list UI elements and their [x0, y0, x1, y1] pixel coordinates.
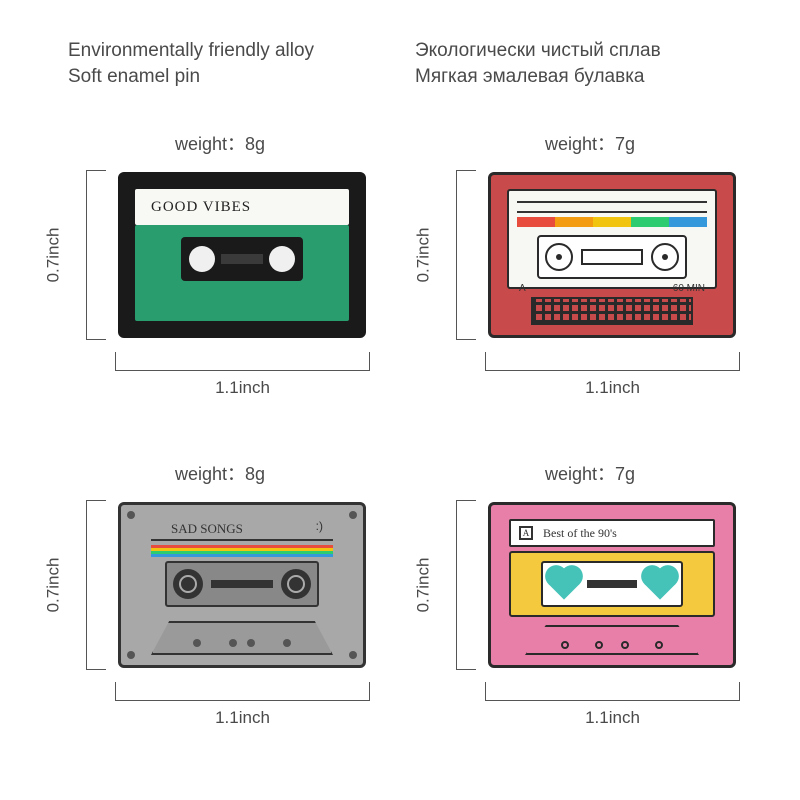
hole-icon [193, 639, 201, 647]
cassette-label: A Best of the 90's [509, 519, 715, 547]
tape-window [165, 561, 319, 607]
weight-label: weight：8g [30, 460, 410, 486]
header-left-line1: Environmentally friendly alloy [68, 38, 314, 64]
hole-icon [247, 639, 255, 647]
width-value: 1.1inch [485, 378, 740, 398]
height-value: 0.7inch [413, 228, 433, 283]
hole-icon [655, 641, 663, 649]
reel-icon [189, 246, 215, 272]
duration-label: 60 MIN [673, 283, 705, 294]
cassette-panel [509, 551, 715, 617]
height-dimension: 0.7inch [58, 170, 108, 340]
width-dimension: 1.1inch [485, 352, 740, 402]
height-dimension: 0.7inch [58, 500, 108, 670]
header-right-line1: Экологически чистый сплав [415, 38, 661, 64]
hole-icon [621, 641, 629, 649]
cassette-best-90s: A Best of the 90's [488, 502, 736, 668]
width-value: 1.1inch [485, 708, 740, 728]
tape-icon [211, 580, 273, 588]
width-dimension: 1.1inch [485, 682, 740, 732]
height-value: 0.7inch [43, 228, 63, 283]
weight-label: weight：7g [400, 130, 780, 156]
width-value: 1.1inch [115, 708, 370, 728]
product-cell-4: weight：7g 0.7inch A Best of the 90's [400, 440, 780, 770]
tape-window [541, 561, 683, 607]
reel-icon [651, 243, 679, 271]
side-label: A [519, 526, 533, 540]
cassette-good-vibes: GOOD VIBES [118, 172, 366, 338]
weight-label: weight：7g [400, 460, 780, 486]
heart-icon [553, 573, 575, 595]
screw-icon [127, 651, 135, 659]
product-cell-3: weight：8g 0.7inch SAD SONGS :) [30, 440, 410, 770]
cassette-base [151, 621, 333, 655]
hole-icon [561, 641, 569, 649]
rainbow-stripe-icon [517, 217, 707, 227]
header-right-line2: Мягкая эмалевая булавка [415, 64, 661, 90]
height-value: 0.7inch [413, 558, 433, 613]
side-label: A [519, 283, 526, 294]
product-grid: weight：8g 0.7inch GOOD VIBES 1.1inch wei… [0, 110, 800, 790]
height-value: 0.7inch [43, 558, 63, 613]
grid-texture-icon [531, 297, 693, 325]
heart-icon [649, 573, 671, 595]
screw-icon [349, 511, 357, 519]
smiley-icon: :) [316, 519, 323, 533]
tape-window [537, 235, 687, 279]
reel-icon [281, 569, 311, 599]
reel-icon [545, 243, 573, 271]
cassette-panel: A 60 MIN [507, 189, 717, 289]
screw-icon [349, 651, 357, 659]
product-cell-1: weight：8g 0.7inch GOOD VIBES 1.1inch [30, 110, 410, 440]
width-dimension: 1.1inch [115, 352, 370, 402]
tape-icon [221, 254, 263, 264]
width-dimension: 1.1inch [115, 682, 370, 732]
product-cell-2: weight：7g 0.7inch A 60 MIN 1.1inch [400, 110, 780, 440]
cassette-sad-songs: SAD SONGS :) [118, 502, 366, 668]
tape-icon [581, 249, 643, 265]
header-left-line2: Soft enamel pin [68, 64, 314, 90]
cassette-title: SAD SONGS [151, 521, 333, 541]
reel-icon [269, 246, 295, 272]
tape-icon [587, 580, 637, 588]
hole-icon [595, 641, 603, 649]
weight-label: weight：8g [30, 130, 410, 156]
cassette-base [525, 625, 699, 655]
reel-icon [173, 569, 203, 599]
rainbow-stripe-icon [151, 545, 333, 557]
tape-window [181, 237, 303, 281]
height-dimension: 0.7inch [428, 500, 478, 670]
cassette-red: A 60 MIN [488, 172, 736, 338]
hole-icon [283, 639, 291, 647]
width-value: 1.1inch [115, 378, 370, 398]
hole-icon [229, 639, 237, 647]
height-dimension: 0.7inch [428, 170, 478, 340]
header-right: Экологически чистый сплав Мягкая эмалева… [415, 38, 661, 89]
cassette-title: GOOD VIBES [135, 189, 349, 225]
cassette-title: Best of the 90's [519, 526, 617, 541]
header-left: Environmentally friendly alloy Soft enam… [68, 38, 314, 89]
screw-icon [127, 511, 135, 519]
